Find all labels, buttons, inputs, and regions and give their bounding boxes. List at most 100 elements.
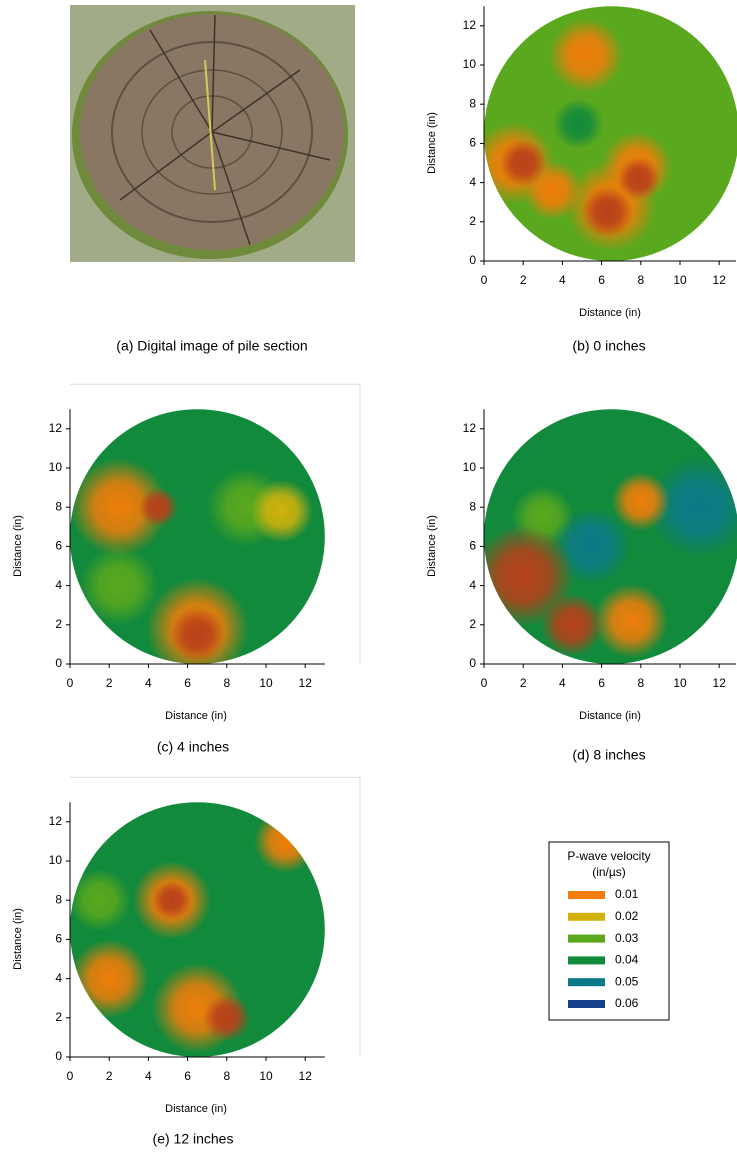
y-tick-label: 6 — [469, 136, 476, 150]
y-axis-label: Distance (in) — [12, 908, 24, 970]
x-tick-label: 2 — [106, 1069, 113, 1083]
heatmap-panel: 0 2 4 6 8 10 12 0 2 4 6 8 10 12 Distance (in) Distance … — [426, 409, 737, 763]
heatmap-blob — [70, 939, 149, 1018]
y-tick-label: 2 — [55, 617, 62, 631]
y-tick-label: 10 — [49, 853, 63, 867]
x-tick-label: 6 — [598, 676, 605, 690]
panel-caption: (b) 0 inches — [572, 338, 645, 354]
heatmap-blob — [540, 593, 604, 657]
x-tick-label: 10 — [259, 1069, 273, 1083]
y-tick-label: 8 — [469, 96, 476, 110]
x-tick-label: 12 — [713, 273, 727, 287]
legend-swatch — [568, 978, 605, 987]
x-tick-label: 0 — [67, 676, 74, 690]
x-tick-label: 0 — [481, 676, 488, 690]
y-tick-label: 10 — [463, 57, 477, 71]
legend-box — [548, 841, 670, 1021]
y-tick-label: 0 — [55, 656, 62, 670]
x-axis-label: Distance (in) — [579, 710, 641, 722]
heatmap-blob — [582, 186, 633, 238]
x-tick-label: 2 — [520, 273, 527, 287]
heatmap-blob — [203, 994, 251, 1042]
heatmap-field — [69, 810, 317, 1054]
heatmap-blob — [169, 607, 225, 663]
legend-swatch — [568, 934, 605, 943]
x-tick-label: 6 — [598, 273, 605, 287]
x-tick-label: 6 — [184, 1069, 191, 1083]
y-tick-label: 8 — [55, 892, 62, 906]
x-tick-label: 2 — [520, 676, 527, 690]
photo-mark — [204, 59, 216, 191]
x-tick-label: 0 — [481, 273, 488, 287]
x-tick-label: 8 — [223, 676, 230, 690]
x-tick-label: 4 — [145, 676, 152, 690]
x-tick-label: 8 — [637, 273, 644, 287]
y-tick-label: 4 — [469, 578, 476, 592]
panel-frame — [70, 776, 361, 1057]
legend-title: (in/µs) — [592, 865, 626, 879]
heatmap-blob — [552, 98, 604, 150]
heatmap-panel: 0 2 4 6 8 10 12 0 2 4 6 8 10 12 Distance (in) Distance … — [426, 6, 737, 354]
photo-ring — [141, 69, 283, 195]
heatmap-blob — [152, 880, 192, 920]
y-tick-label: 0 — [469, 253, 476, 267]
y-tick-label: 6 — [55, 932, 62, 946]
heatmap-blob — [250, 479, 314, 543]
heatmap-blob — [70, 458, 168, 557]
legend-title: P-wave velocity — [567, 849, 650, 863]
legend-label: 0.01 — [615, 887, 639, 901]
y-tick-label: 12 — [49, 421, 63, 435]
legend-swatch — [568, 956, 605, 965]
heatmap-blob — [617, 157, 661, 201]
x-tick-label: 6 — [184, 676, 191, 690]
y-tick-label: 4 — [55, 971, 62, 985]
x-tick-label: 4 — [145, 1069, 152, 1083]
y-axis-label: Distance (in) — [426, 112, 438, 174]
x-tick-label: 10 — [259, 676, 273, 690]
legend-label: 0.02 — [615, 909, 639, 923]
y-tick-label: 12 — [49, 814, 63, 828]
legend-swatch — [568, 912, 605, 921]
photo-caption: (a) Digital image of pile section — [116, 338, 307, 354]
heatmap-blob — [69, 868, 131, 932]
x-axis-label: Distance (in) — [165, 1103, 227, 1115]
x-tick-label: 2 — [106, 676, 113, 690]
y-tick-label: 8 — [55, 499, 62, 513]
heatmap-blob — [499, 139, 547, 187]
x-axis-label: Distance (in) — [579, 307, 641, 319]
panel-caption: (e) 12 inches — [153, 1131, 234, 1147]
x-tick-label: 10 — [673, 676, 687, 690]
y-tick-label: 8 — [469, 499, 476, 513]
heatmap-blob — [79, 546, 159, 625]
x-tick-label: 12 — [299, 676, 313, 690]
panel-frame — [70, 383, 361, 664]
x-tick-label: 10 — [673, 273, 687, 287]
legend-label: 0.05 — [615, 974, 639, 988]
x-tick-label: 12 — [299, 1069, 313, 1083]
heatmap-blob — [611, 471, 671, 531]
y-tick-label: 6 — [469, 539, 476, 553]
y-tick-label: 12 — [463, 18, 477, 32]
y-tick-label: 2 — [469, 617, 476, 631]
y-tick-label: 2 — [469, 214, 476, 228]
y-tick-label: 4 — [55, 578, 62, 592]
panel-caption: (c) 4 inches — [157, 739, 229, 755]
photo-ring — [111, 41, 313, 223]
panel-caption: (d) 8 inches — [572, 747, 645, 763]
y-tick-label: 2 — [55, 1010, 62, 1024]
heatmap-field — [70, 458, 314, 664]
y-tick-label: 0 — [469, 656, 476, 670]
y-tick-label: 10 — [463, 460, 477, 474]
legend: P-wave velocity (in/µs) — [548, 841, 670, 1021]
y-tick-label: 6 — [55, 539, 62, 553]
heatmap-blob — [254, 810, 317, 873]
x-tick-label: 12 — [713, 676, 727, 690]
heatmap-blob — [593, 583, 669, 659]
x-tick-label: 8 — [223, 1069, 230, 1083]
legend-swatch — [568, 1000, 605, 1008]
x-axis-label: Distance (in) — [165, 710, 227, 722]
y-tick-label: 12 — [463, 421, 477, 435]
x-tick-label: 8 — [637, 676, 644, 690]
